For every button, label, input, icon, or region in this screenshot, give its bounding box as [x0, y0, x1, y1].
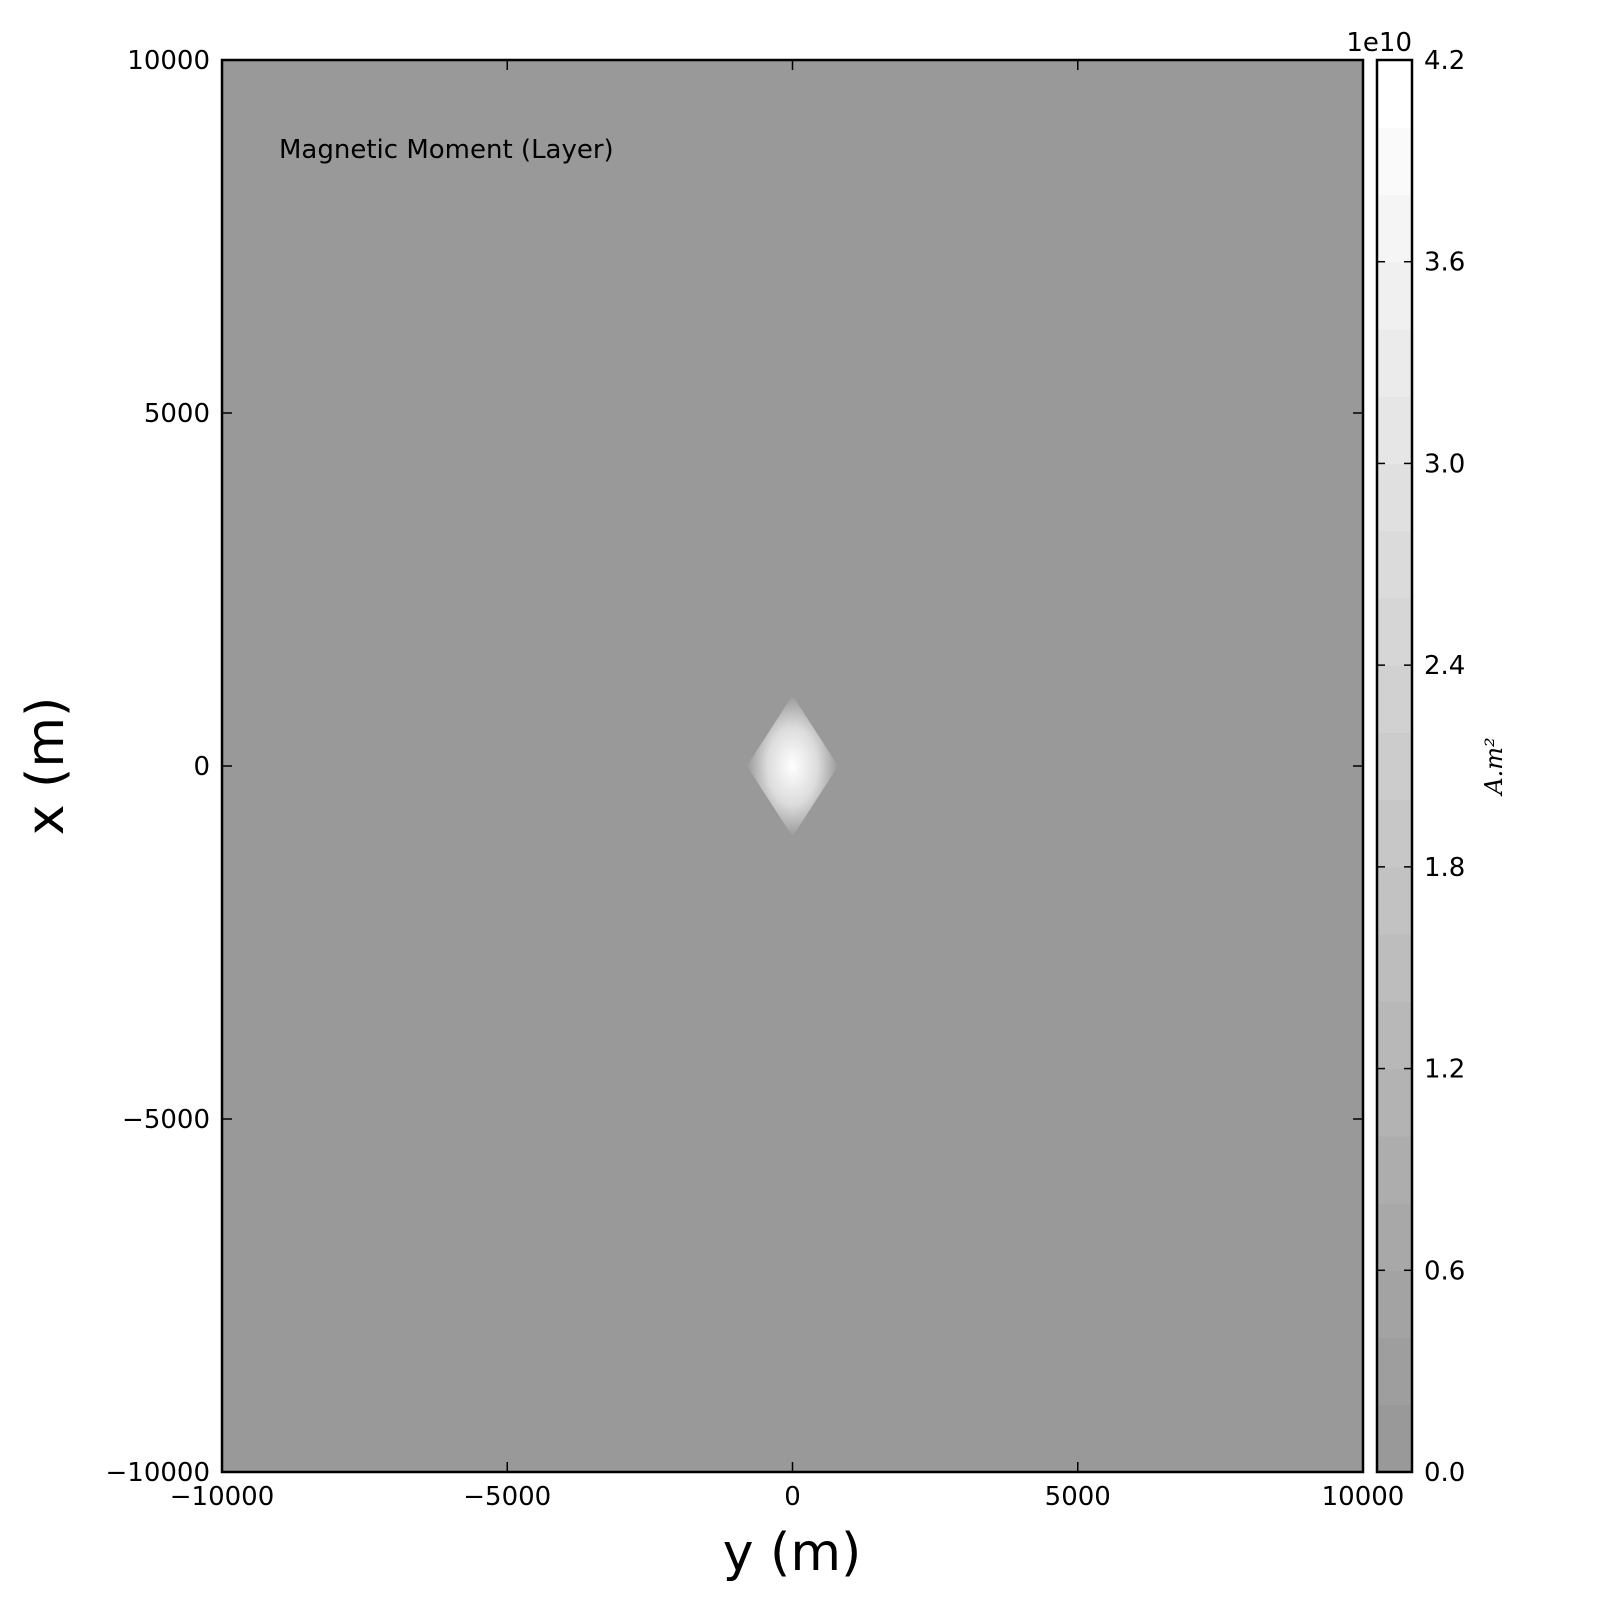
colorbar-offset-label: 1e10	[1346, 28, 1412, 58]
colorbar-tick-label: 4.2	[1424, 46, 1465, 76]
colorbar-level	[1377, 1203, 1412, 1271]
colorbar-level	[1377, 1404, 1412, 1473]
colorbar-level	[1377, 194, 1412, 263]
plot-annotation: Magnetic Moment (Layer)	[279, 135, 614, 165]
colorbar-level	[1377, 463, 1412, 532]
y-tick-label: 0	[193, 752, 210, 782]
x-axis-label: y (m)	[723, 1523, 862, 1583]
colorbar-tick-label: 0.6	[1424, 1256, 1465, 1286]
y-tick-label: 5000	[144, 399, 210, 429]
colorbar-tick-label: 1.8	[1424, 853, 1465, 883]
colorbar-level	[1377, 1270, 1412, 1339]
colorbar-tick-label: 3.0	[1424, 449, 1465, 479]
x-tick-label: −10000	[170, 1482, 275, 1512]
y-tick-label: −10000	[106, 1458, 211, 1488]
y-tick-label: 10000	[127, 46, 210, 76]
colorbar-level	[1377, 396, 1412, 465]
colorbar-level	[1377, 261, 1412, 330]
colorbar-level	[1377, 1135, 1412, 1204]
colorbar-tick-label: 3.6	[1424, 248, 1465, 278]
x-tick-label: −5000	[463, 1482, 551, 1512]
x-tick-label: 10000	[1322, 1482, 1405, 1512]
colorbar-tick-label: 1.2	[1424, 1055, 1465, 1085]
colorbar-tick-label: 0.0	[1424, 1458, 1465, 1488]
plot-frame	[220, 58, 1365, 1474]
colorbar-level	[1377, 127, 1412, 196]
colorbar-unit-label: A.m²	[1480, 737, 1508, 796]
colorbar-level	[1377, 1337, 1412, 1406]
colorbar	[1377, 60, 1412, 1473]
colorbar-level	[1377, 665, 1412, 733]
colorbar-level	[1377, 328, 1412, 397]
colorbar-level	[1377, 597, 1412, 666]
y-tick-label: −5000	[122, 1105, 210, 1135]
colorbar-tick-label: 2.4	[1424, 651, 1465, 681]
colorbar-frame	[1375, 58, 1414, 1474]
colorbar-level	[1377, 799, 1412, 868]
colorbar-level	[1377, 60, 1412, 128]
colorbar-level	[1377, 934, 1412, 1002]
y-axis-label: x (m)	[16, 697, 76, 836]
colorbar-level	[1377, 530, 1412, 599]
magnetic-anomaly-diamond	[746, 695, 839, 837]
colorbar-level	[1377, 1068, 1412, 1137]
colorbar-level	[1377, 1001, 1412, 1070]
colorbar-level	[1377, 732, 1412, 801]
x-tick-label: 0	[784, 1482, 801, 1512]
colorbar-level	[1377, 866, 1412, 935]
x-tick-label: 5000	[1045, 1482, 1111, 1512]
